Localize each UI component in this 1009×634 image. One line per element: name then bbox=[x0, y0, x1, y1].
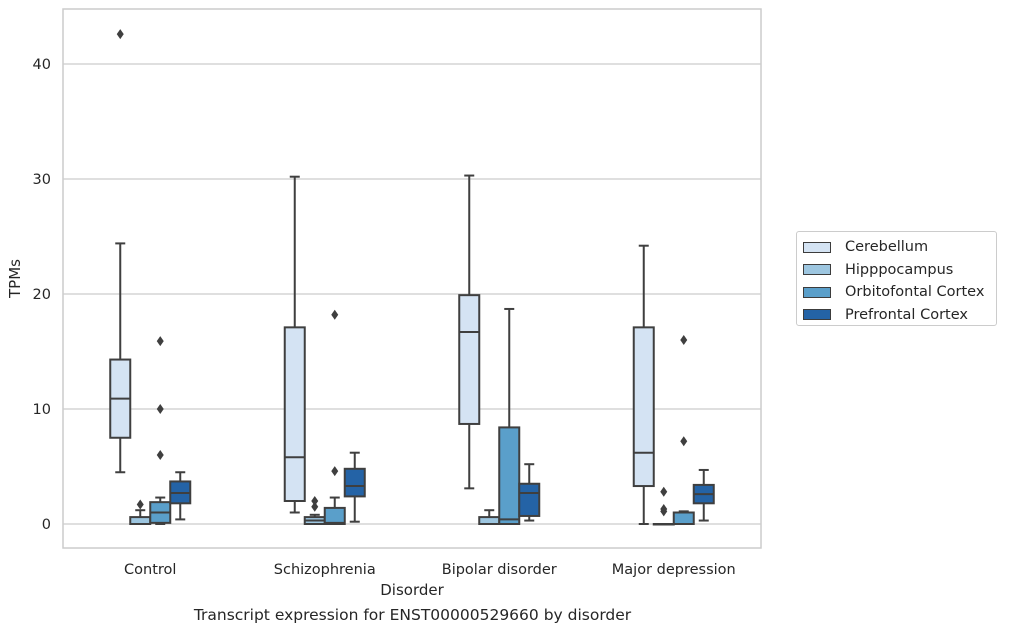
chart-caption: Transcript expression for ENST0000052966… bbox=[193, 606, 632, 624]
y-axis-label: TPMs bbox=[6, 259, 24, 299]
outlier-point bbox=[680, 335, 688, 345]
x-tick-label: Major depression bbox=[612, 562, 736, 578]
legend-item: Prefrontal Cortex bbox=[803, 304, 996, 327]
legend-item: Orbitofontal Cortex bbox=[803, 281, 996, 304]
outlier-point bbox=[311, 496, 319, 506]
outlier-point bbox=[331, 466, 339, 477]
outlier-point bbox=[156, 336, 164, 347]
box bbox=[283, 326, 306, 502]
box bbox=[518, 482, 541, 517]
box bbox=[343, 467, 366, 498]
box bbox=[672, 511, 695, 525]
outlier-point bbox=[156, 450, 164, 460]
y-tick-label: 30 bbox=[33, 172, 51, 188]
box bbox=[323, 506, 346, 525]
outlier-point bbox=[311, 501, 319, 512]
x-tick-label: Bipolar disorder bbox=[442, 562, 557, 578]
x-tick-label: Schizophrenia bbox=[274, 562, 376, 578]
outlier-point bbox=[136, 499, 144, 510]
outlier-point bbox=[331, 309, 339, 320]
legend-label: Hipppocampus bbox=[845, 261, 954, 278]
outlier-point bbox=[116, 29, 124, 40]
x-tick-label: Control bbox=[124, 562, 176, 578]
box bbox=[478, 516, 501, 525]
box bbox=[458, 294, 481, 425]
x-axis-label: Disorder bbox=[380, 581, 444, 599]
outlier-point bbox=[660, 486, 668, 497]
box bbox=[129, 516, 152, 525]
plot-frame bbox=[62, 8, 762, 549]
legend-label: Cerebellum bbox=[845, 239, 929, 256]
legend-label: Orbitofontal Cortex bbox=[845, 284, 985, 301]
outlier-point bbox=[156, 404, 164, 414]
legend-item: Cerebellum bbox=[803, 236, 996, 259]
legend-swatch bbox=[803, 241, 831, 253]
box bbox=[498, 426, 521, 525]
box bbox=[632, 326, 655, 488]
legend-swatch bbox=[803, 309, 831, 321]
legend-swatch bbox=[803, 264, 831, 276]
outlier-point bbox=[680, 436, 688, 447]
y-tick-label: 0 bbox=[42, 517, 51, 533]
y-tick-label: 20 bbox=[33, 287, 51, 303]
legend-swatch bbox=[803, 286, 831, 298]
chart-legend: Cerebellum Hipppocampus Orbitofontal Corte… bbox=[796, 231, 997, 326]
y-tick-label: 10 bbox=[33, 402, 51, 418]
legend-label: Prefrontal Cortex bbox=[845, 306, 968, 323]
outlier-point bbox=[660, 504, 668, 515]
y-tick-label: 40 bbox=[33, 57, 51, 73]
legend-item: Hipppocampus bbox=[803, 259, 996, 282]
